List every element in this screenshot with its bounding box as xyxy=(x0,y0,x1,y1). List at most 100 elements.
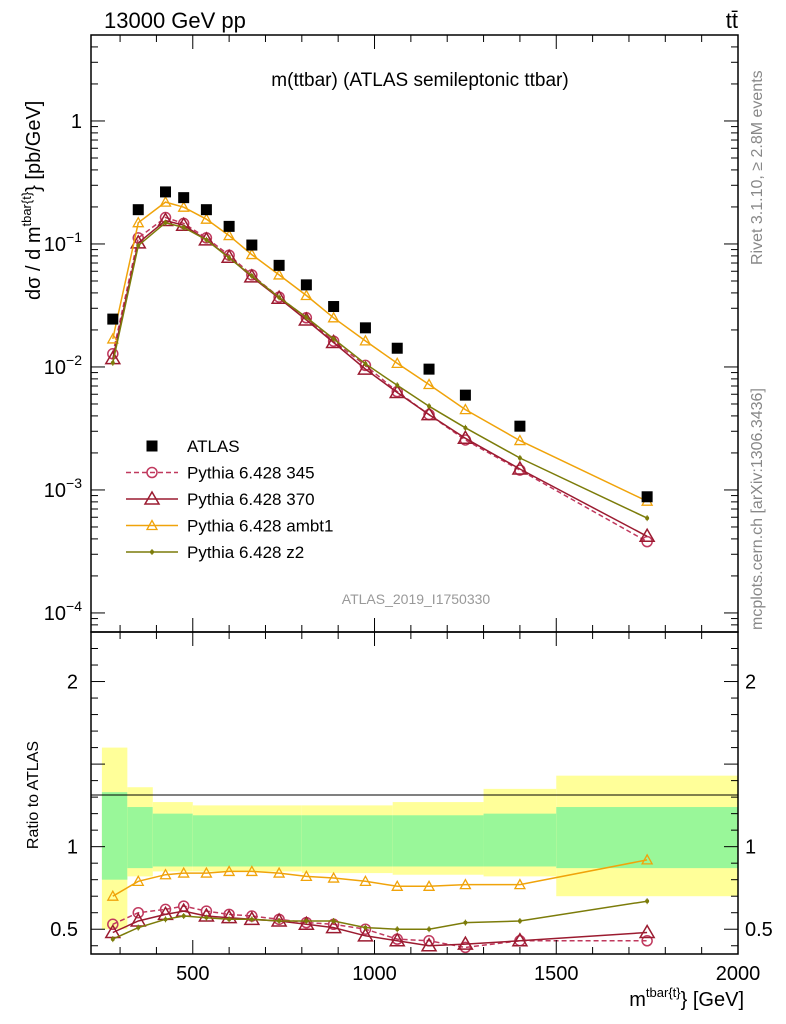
main-series-atlas xyxy=(107,186,653,503)
main-point-ambt1 xyxy=(327,311,340,323)
main-y-tick-label: 10−3 xyxy=(44,475,82,502)
watermark: ATLAS_2019_I1750330 xyxy=(342,591,491,607)
ratio-band-inner xyxy=(101,792,128,880)
x-axis-label-main: m xyxy=(629,989,646,1011)
legend-marker-p370 xyxy=(143,490,161,505)
ratio-y-tick-label-right: 2 xyxy=(745,672,756,694)
main-point-atlas xyxy=(641,491,653,503)
x-tick-labels: 500 1000 1500 2000 xyxy=(176,963,760,985)
main-title: m(ttbar) (ATLAS semileptonic ttbar) xyxy=(271,70,568,91)
main-point-p370 xyxy=(388,384,406,399)
main-point-atlas xyxy=(328,301,340,313)
x-tick-label: 2000 xyxy=(716,963,761,985)
main-series-ambt1 xyxy=(106,195,654,506)
ratio-ticks xyxy=(91,631,739,954)
main-point-p370 xyxy=(420,406,438,421)
rivet-label: Rivet 3.1.10, ≥ 2.8M events xyxy=(749,70,766,265)
ratio-point-p370 xyxy=(420,937,438,952)
ratio-panel: 0.5 0.5 1 1 2 2 500 1000 1500 2000 Ratio to ATLA… xyxy=(25,631,773,1011)
main-y-tick-label: 10−1 xyxy=(44,229,82,256)
main-point-p370 xyxy=(270,289,288,304)
main-point-p370 xyxy=(511,460,529,475)
ratio-point-ambt1 xyxy=(177,866,190,878)
x-tick-label: 1000 xyxy=(352,963,397,985)
main-line-ambt1 xyxy=(112,201,648,502)
ratio-band-inner xyxy=(483,813,557,867)
ratio-point-ambt1 xyxy=(272,866,286,878)
ratio-point-p345 xyxy=(459,941,472,954)
legend-marker-ambt1 xyxy=(145,519,159,531)
main-point-ambt1 xyxy=(132,216,145,228)
main-y-tick-label: 10−2 xyxy=(44,352,82,379)
legend-item-ambt1: Pythia 6.428 ambt1 xyxy=(126,517,333,536)
ratio-y-axis-label: Ratio to ATLAS xyxy=(25,741,42,849)
main-point-atlas xyxy=(391,342,403,354)
main-y-tick-label: 10−4 xyxy=(44,598,82,625)
legend-item-z2: Pythia 6.428 z2 xyxy=(126,543,304,562)
main-point-atlas xyxy=(423,363,435,375)
legend-marker-atlas xyxy=(146,440,158,452)
main-point-atlas xyxy=(178,192,190,204)
ratio-band-inner xyxy=(152,813,193,867)
main-point-atlas xyxy=(246,239,258,251)
x-axis-label-tail: } [GeV] xyxy=(681,989,744,1011)
legend-item-p345: Pythia 6.428 345 xyxy=(126,464,315,483)
ratio-point-ambt1 xyxy=(359,875,372,886)
energy-label: 13000 GeV pp xyxy=(104,8,246,33)
x-tick-label: 500 xyxy=(176,963,209,985)
main-point-ambt1 xyxy=(106,332,119,344)
main-point-ambt1 xyxy=(245,248,258,260)
ratio-y-tick-label-left: 1 xyxy=(67,837,78,859)
ratio-y-tick-label-right: 0.5 xyxy=(745,919,773,941)
ratio-line-ambt1 xyxy=(112,859,648,897)
ratio-point-p345 xyxy=(132,906,145,919)
ratio-point-ambt1 xyxy=(513,878,527,890)
ratio-frame xyxy=(90,631,739,955)
ratio-point-ambt1 xyxy=(422,879,436,891)
ratio-point-ambt1 xyxy=(300,870,313,882)
ratio-point-p370 xyxy=(388,932,406,947)
main-point-p345 xyxy=(107,348,119,360)
main-point-atlas xyxy=(223,220,235,232)
ratio-series-ambt1 xyxy=(106,853,654,901)
main-y-axis-label-sup: tbar{t} xyxy=(19,191,34,226)
legend-item-p370: Pythia 6.428 370 xyxy=(126,490,315,509)
main-point-atlas xyxy=(132,204,144,216)
main-point-ambt1 xyxy=(177,200,190,212)
main-point-atlas xyxy=(160,186,172,198)
x-axis-label: mtbar{t}} [GeV] xyxy=(629,985,744,1011)
legend-label-p345: Pythia 6.428 345 xyxy=(187,464,315,483)
legend-label-z2: Pythia 6.428 z2 xyxy=(187,543,304,562)
main-point-p370 xyxy=(357,360,374,375)
ratio-band-inner xyxy=(192,815,302,867)
ratio-point-ambt1 xyxy=(106,889,119,901)
main-y-tick-label: 1 xyxy=(71,111,82,133)
main-y-axis-label-tail: } [pb/GeV] xyxy=(23,101,45,192)
main-point-ambt1 xyxy=(359,334,372,346)
ratio-point-p345 xyxy=(641,935,653,947)
ratio-band-inner xyxy=(127,807,153,869)
ratio-y-tick-label-left: 0.5 xyxy=(50,919,78,941)
ratio-series-p345 xyxy=(107,900,653,954)
main-point-atlas xyxy=(359,322,371,334)
ratio-point-ambt1 xyxy=(245,865,258,877)
ratio-point-ambt1 xyxy=(641,853,654,865)
legend-label-ambt1: Pythia 6.428 ambt1 xyxy=(187,517,333,536)
ratio-point-p370 xyxy=(270,912,288,927)
ratio-band-inner xyxy=(301,815,393,867)
main-ticks xyxy=(91,34,739,633)
main-point-ambt1 xyxy=(513,434,527,446)
main-y-tick-labels: 1 10−1 10−2 10−3 10−4 xyxy=(44,111,82,625)
mcplots-label: mcplots.cern.ch [arXiv:1306.3436] xyxy=(749,388,766,630)
ratio-series-p370 xyxy=(104,902,656,952)
ratio-point-p370 xyxy=(243,910,261,926)
main-point-ambt1 xyxy=(459,403,472,415)
ratio-point-p370 xyxy=(325,919,342,934)
ratio-point-ambt1 xyxy=(200,866,213,878)
main-point-atlas xyxy=(300,279,312,291)
main-point-p370 xyxy=(298,311,315,326)
main-point-atlas xyxy=(107,313,119,325)
legend-label-atlas: ATLAS xyxy=(187,437,240,456)
ratio-series-z2 xyxy=(110,898,650,943)
